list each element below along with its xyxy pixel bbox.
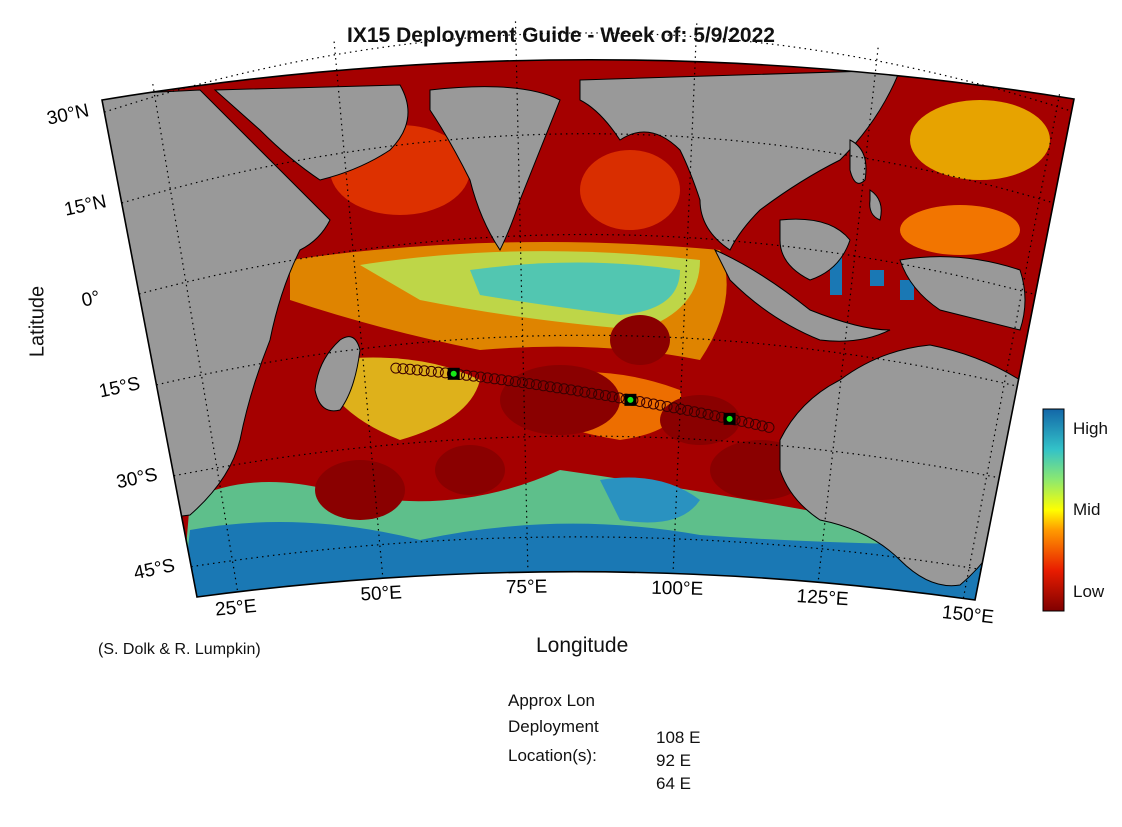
tick-labels: 25°E 50°E 75°E 100°E 125°E 150°E 30°N 15°N 0° 15°… [45,100,995,628]
lat-tick-label: 15°N [62,191,108,220]
colorbar-low-label: Low [1073,582,1105,601]
xbt-drop-marker [750,418,761,430]
xbt-drop-marker [397,363,409,375]
xbt-drop-marker [537,380,549,392]
location-label: Location(s): [508,746,597,765]
xbt-drop-marker [432,366,444,378]
meridian-line [817,47,879,582]
xbt-drop-marker [593,388,605,400]
x-axis-label: Longitude [536,634,629,657]
xbt-drop-marker [743,417,755,429]
xbt-drop-marker [586,387,598,399]
xbt-drop-marker [404,363,416,375]
location-value: 92 E [656,751,691,770]
xbt-drop-marker [572,385,584,397]
xbt-drop-marker [675,403,687,415]
xbt-drop-marker [654,399,666,411]
graticule [104,21,1072,599]
colorbar-high-label: High [1073,419,1108,438]
lat-tick-label: 0° [80,287,102,311]
xbt-drop-marker [461,369,472,381]
xbt-drop-marker [496,374,507,386]
xbt-drop-marker [523,378,535,390]
xbt-drop-marker [599,390,611,401]
xbt-drop-marker [390,362,402,374]
deployment-marker-dot [450,370,457,377]
xbt-drop-marker [736,415,748,427]
meridian-line [672,23,698,573]
deployment-markers [447,367,736,425]
location-value: 108 E [656,728,701,747]
xbt-drop-marker [551,382,563,394]
lat-tick-label: 45°S [132,555,177,584]
y-axis-label: Latitude [26,285,49,358]
deployment-locations: 108 E 92 E 64 E [656,726,700,795]
xbt-drop-marker [468,370,479,382]
lon-tick-label: 50°E [360,582,402,605]
lat-tick-label: 15°S [97,373,142,402]
xbt-drop-marker [411,364,423,376]
xbt-drop-marker [503,375,514,387]
lon-tick-label: 100°E [651,578,703,600]
deployment-marker-dot [726,415,733,422]
xbt-drop-marker [530,379,542,391]
parallel-line [121,133,1054,204]
xbt-drop-marker [648,398,659,410]
xbt-drop-marker [418,365,430,377]
parallel-line [191,536,982,571]
colorbar-mid-label: Mid [1073,500,1101,519]
xbt-drop-marker [668,402,680,414]
xbt-drop-marker [661,401,673,412]
xbt-drop-marker [606,391,618,403]
lat-tick-label: 30°S [115,464,160,493]
xbt-drop-marker [565,384,577,396]
xbt-drop-marker [425,365,437,377]
lon-tick-label: 125°E [796,586,849,610]
lon-tick-label: 25°E [214,596,257,621]
xbt-drop-marker [475,371,486,383]
location-value: 64 E [656,774,691,793]
xbt-drop-marker [695,407,707,419]
colorbar [1042,408,1065,612]
parallel-line [138,233,1036,296]
lat-tick-label: 30°N [45,100,91,129]
credit-text: (S. Dolk & R. Lumpkin) [98,641,261,658]
deployment-header: Approx Lon [508,691,595,710]
xbt-drop-marker [682,404,694,416]
xbt-drop-marker [558,383,570,395]
xbt-drop-marker [613,392,625,404]
xbt-drop-marker [516,377,528,389]
chart-title: IX15 Deployment Guide - Week of: 5/9/202… [347,24,775,47]
xbt-drop-marker [579,386,591,398]
lon-tick-label: 75°E [506,577,548,599]
deployment-marker-dot [627,396,634,403]
xbt-drop-marker [544,381,556,393]
map-frame [101,58,1075,601]
xbt-drop-marker [509,376,521,388]
xbt-drop-marker [489,373,500,385]
xbt-drop-marker [756,420,768,432]
xbt-drop-marker [763,421,775,433]
deployment-label: Deployment [508,717,599,736]
data-field [102,59,1074,601]
xbt-drop-marker [688,406,700,418]
xbt-drop-marker [482,372,493,384]
xbt-drop-marker [709,410,721,422]
lon-tick-label: 150°E [941,602,995,628]
xbt-drop-marker [641,397,653,409]
xbt-drop-marker [702,408,714,420]
